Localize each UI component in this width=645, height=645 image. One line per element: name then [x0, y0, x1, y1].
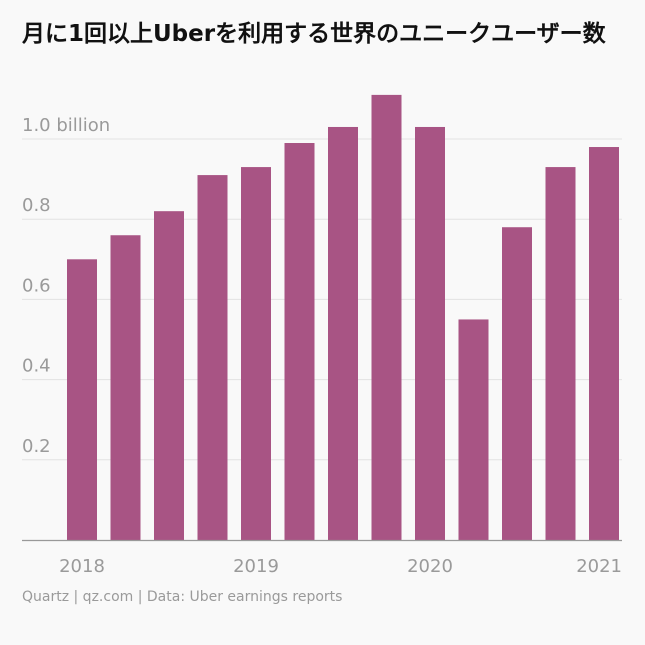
- bar: [458, 319, 489, 540]
- bar: [371, 94, 402, 540]
- y-tick-label: 0.2: [22, 436, 51, 457]
- source-note: Quartz | qz.com | Data: Uber earnings re…: [22, 589, 343, 605]
- bar: [328, 126, 358, 540]
- bar: [284, 143, 315, 540]
- x-tick-label: 2019: [233, 556, 279, 577]
- chart-title: 月に1回以上Uberを利用する世界のユニークユーザー数: [22, 21, 606, 47]
- bar: [241, 167, 271, 540]
- x-tick-label: 2021: [576, 556, 622, 577]
- y-tick-label: 0.4: [22, 356, 51, 377]
- bar: [415, 126, 445, 540]
- bar: [67, 259, 97, 540]
- y-tick-label: 1.0 billion: [22, 115, 110, 136]
- y-tick-label: 0.8: [22, 195, 51, 216]
- bar: [197, 175, 228, 540]
- bar: [502, 227, 532, 540]
- bar: [154, 211, 184, 540]
- x-tick-label: 2020: [407, 556, 453, 577]
- y-tick-label: 0.6: [22, 275, 51, 296]
- x-tick-label: 2018: [59, 556, 105, 577]
- bar: [589, 147, 619, 540]
- bar: [545, 167, 576, 540]
- bar: [110, 235, 141, 541]
